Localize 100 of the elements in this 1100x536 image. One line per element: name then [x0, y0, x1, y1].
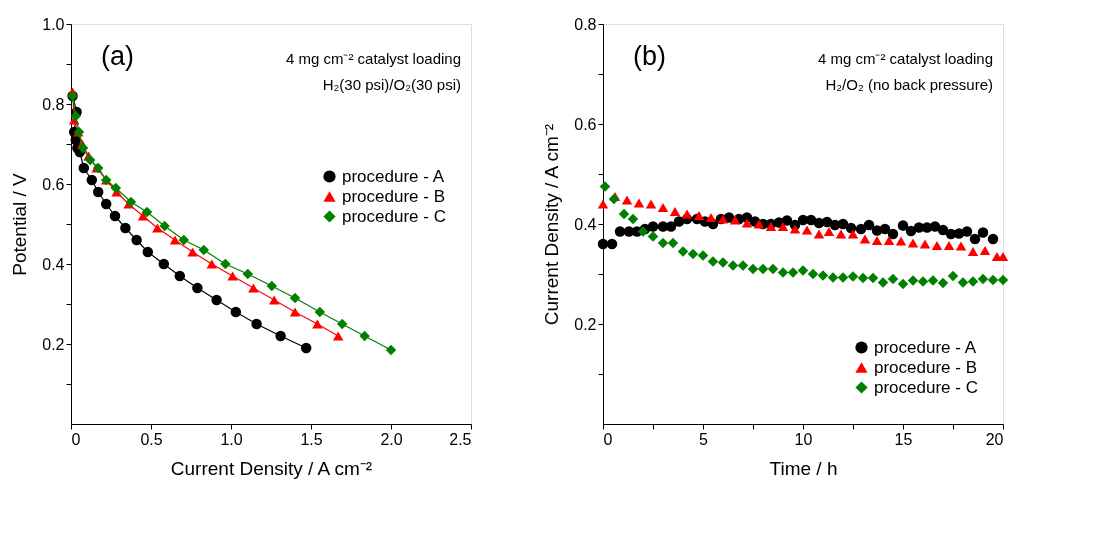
x-tick-label: 2.5	[449, 430, 472, 448]
point	[707, 256, 719, 267]
point	[110, 182, 122, 194]
point	[669, 206, 681, 217]
point	[192, 282, 203, 294]
point	[987, 274, 999, 286]
point	[845, 222, 857, 234]
point	[943, 240, 955, 251]
point	[947, 270, 959, 282]
point	[187, 247, 198, 257]
point	[158, 258, 170, 270]
annotation: (a)	[101, 41, 134, 71]
point	[777, 221, 789, 232]
point	[907, 238, 919, 248]
point	[797, 265, 809, 276]
point	[627, 213, 639, 225]
point	[879, 223, 891, 235]
point	[727, 260, 739, 271]
point	[837, 272, 849, 283]
point	[955, 241, 967, 251]
point	[907, 275, 919, 286]
point	[741, 218, 753, 228]
y-tick-label: 0.4	[574, 215, 597, 233]
point	[757, 263, 769, 275]
point	[142, 246, 154, 258]
point	[687, 248, 699, 260]
point	[961, 226, 973, 237]
point	[275, 330, 286, 342]
point	[821, 216, 833, 228]
point	[645, 199, 657, 209]
legend-label: procedure - B	[874, 357, 977, 377]
point	[823, 226, 835, 237]
point	[242, 268, 254, 280]
point	[837, 218, 849, 230]
point	[937, 224, 949, 236]
point	[753, 219, 765, 229]
point	[967, 276, 979, 287]
point	[657, 202, 669, 213]
point	[693, 210, 705, 221]
point	[897, 278, 909, 290]
point	[597, 199, 609, 209]
x-tick-label: 20	[985, 430, 1004, 448]
point	[717, 257, 729, 268]
point	[887, 273, 899, 285]
point	[789, 224, 801, 234]
annotation: (b)	[633, 41, 666, 71]
point	[705, 212, 717, 223]
point	[289, 307, 301, 317]
point	[633, 198, 645, 208]
point	[767, 263, 779, 275]
point	[801, 225, 813, 235]
point	[70, 110, 82, 122]
annotation: H₂/O₂ (no back pressure)	[825, 76, 993, 93]
point	[905, 225, 917, 237]
x-axis-title: Time / h	[769, 457, 838, 479]
point	[359, 330, 370, 342]
point	[807, 268, 819, 280]
point	[817, 270, 829, 281]
point	[729, 215, 741, 225]
point	[220, 258, 231, 270]
point	[897, 220, 909, 231]
point	[606, 238, 618, 250]
y-tick-label: 0.8	[574, 15, 597, 33]
point	[667, 237, 679, 249]
point	[927, 275, 939, 286]
point	[100, 198, 112, 210]
point	[314, 306, 326, 318]
x-tick-label: 1.5	[300, 430, 323, 448]
point	[78, 162, 90, 174]
point	[813, 229, 825, 239]
point	[198, 244, 210, 256]
y-tick-label: 0.4	[42, 255, 65, 273]
point	[109, 210, 121, 222]
point	[159, 220, 170, 232]
point	[969, 233, 981, 245]
point	[895, 236, 907, 246]
point	[827, 272, 839, 283]
x-tick-label: 0	[71, 430, 81, 448]
point	[737, 260, 749, 271]
point	[997, 274, 1009, 286]
point	[621, 195, 633, 205]
point	[618, 208, 630, 220]
x-tick-label: 2.0	[380, 430, 403, 448]
point	[178, 234, 190, 246]
point	[647, 231, 659, 242]
point	[781, 215, 793, 226]
x-tick-label: 0.5	[140, 430, 163, 448]
point	[855, 223, 867, 235]
x-axis-title: Current Density / A cm⁻²	[170, 457, 373, 479]
point	[887, 228, 899, 240]
point	[385, 344, 397, 356]
point	[977, 273, 989, 285]
point	[697, 250, 709, 261]
y-tick-label: 0.8	[42, 95, 65, 113]
legend-label: procedure - C	[874, 377, 978, 397]
point	[867, 272, 879, 284]
point	[931, 240, 943, 251]
point	[777, 267, 789, 278]
point	[614, 226, 626, 237]
point	[131, 234, 142, 246]
